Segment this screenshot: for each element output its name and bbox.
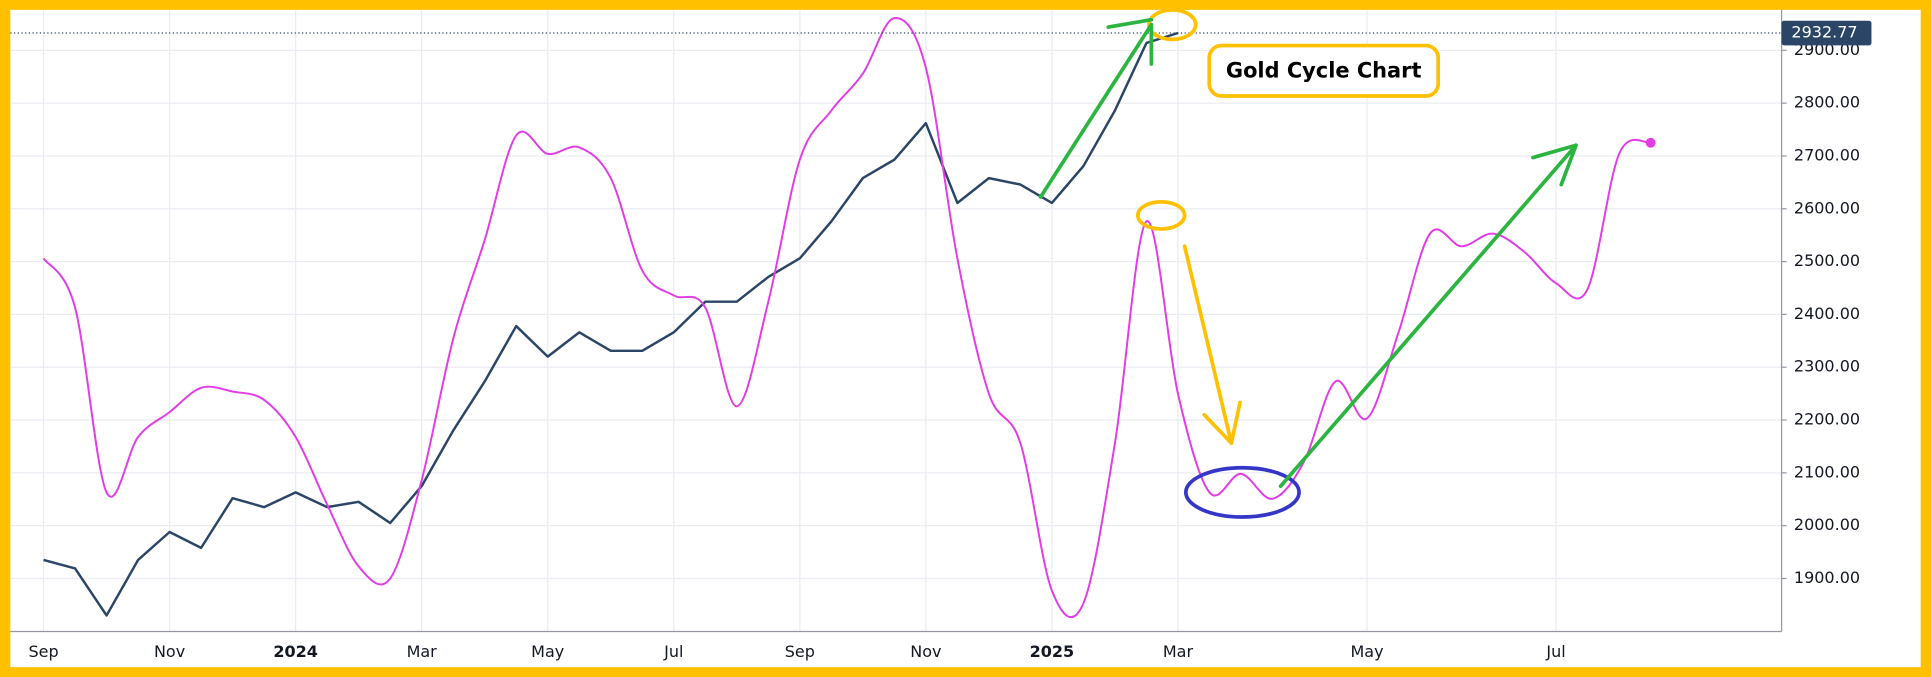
y-tick-label: 2800.00 [1794, 93, 1860, 112]
x-tick-label: May [1350, 642, 1383, 661]
annotations [1038, 8, 1578, 519]
x-tick-label: Nov [154, 642, 185, 661]
x-tick-label: Mar [407, 642, 438, 661]
x-tick-label: Jul [1545, 642, 1565, 661]
highlight-ellipse [1183, 465, 1301, 519]
y-tick-label: 2500.00 [1794, 251, 1860, 270]
arrow [1182, 244, 1242, 445]
y-tick-label: 2000.00 [1794, 515, 1860, 534]
y-tick-label: 2400.00 [1794, 304, 1860, 323]
x-tick-label: 2025 [1030, 642, 1075, 661]
highlight-ellipse [1135, 200, 1187, 231]
plot-background [10, 9, 1921, 668]
price-label: 2932.77 [1791, 23, 1857, 42]
x-tick-label: 2024 [273, 642, 318, 661]
annotation-box [1207, 43, 1441, 98]
y-tick-label: 2100.00 [1794, 462, 1860, 481]
x-tick-label: Sep [785, 642, 815, 661]
axes: 1900.00 2000.00 2100.00 2200.00 2300.00 2400.… [28, 20, 1872, 661]
y-tick-label: 2700.00 [1794, 145, 1860, 164]
grid [10, 9, 1782, 632]
x-tick-label: Nov [910, 642, 941, 661]
highlight-ellipse [1147, 8, 1198, 42]
arrow [1278, 143, 1578, 489]
arrow [1038, 17, 1154, 199]
y-tick-label: 1900.00 [1794, 568, 1860, 587]
series [10, 17, 1782, 618]
annotation-text: Gold Cycle Chart [1226, 58, 1422, 82]
y-tick-label: 2600.00 [1794, 198, 1860, 217]
last-point [1645, 137, 1656, 148]
price-label-box [1781, 20, 1872, 46]
y-tick-label: 2300.00 [1794, 357, 1860, 376]
x-tick-label: Jul [663, 642, 683, 661]
x-tick-label: Sep [28, 642, 58, 661]
y-tick-label: 2200.00 [1794, 410, 1860, 429]
series-line [42, 17, 1651, 618]
series-line [43, 31, 1179, 617]
x-tick-label: Mar [1163, 642, 1194, 661]
x-tick-label: May [531, 642, 564, 661]
